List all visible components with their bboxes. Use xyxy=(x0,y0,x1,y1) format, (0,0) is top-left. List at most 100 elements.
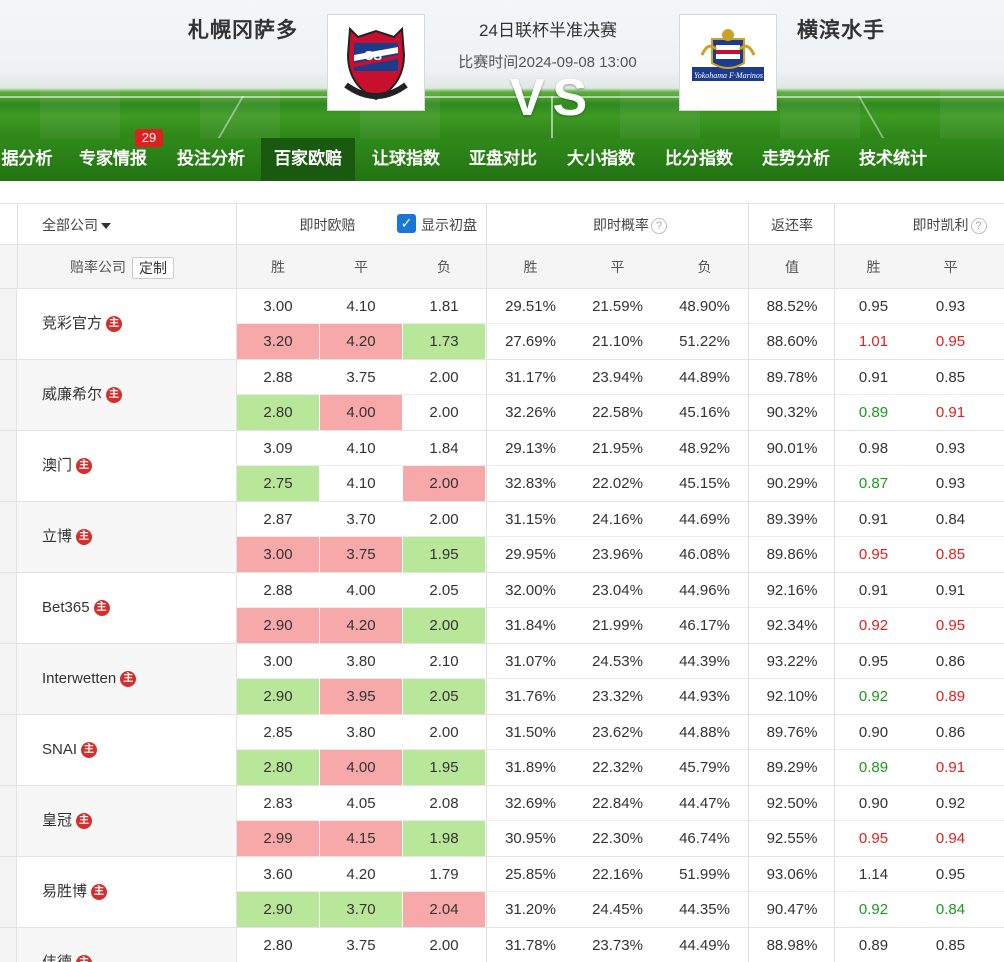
company-row: 皇冠主 2.83 4.05 2.08 32.69% 22.84% 44.47% 92.50% 0… xyxy=(0,786,1004,857)
odds-cell-d: 4.05 xyxy=(346,795,376,812)
company-name[interactable]: Bet365 主 xyxy=(42,573,110,643)
odds-cell-r: 90.29% xyxy=(766,475,818,492)
odds-cell-r: 89.39% xyxy=(766,511,818,528)
company-filter-dropdown[interactable]: 全部公司 xyxy=(42,204,111,246)
odds-cell-pw: 31.17% xyxy=(505,369,556,386)
column-divider xyxy=(748,360,749,395)
odds-cell-pd: 22.02% xyxy=(592,475,643,492)
odds-cell-w: 3.20 xyxy=(237,324,319,359)
company-name[interactable]: 易胜博主 xyxy=(42,857,108,927)
nav-item-asian-compare[interactable]: 亚盘对比 xyxy=(469,149,537,168)
odds-cell-kd: 0.93 xyxy=(935,298,966,315)
odds-cell-kd: 0.91 xyxy=(935,759,966,776)
column-divider xyxy=(748,750,749,785)
odds-cell-r: 92.50% xyxy=(766,795,818,812)
company-row: 竞彩官方主 3.00 4.10 1.81 29.51% 21.59% 48.90% 88.52… xyxy=(0,289,1004,360)
kelly-label: 即时凯利 xyxy=(912,217,969,233)
help-icon[interactable]: ? xyxy=(970,218,987,235)
odds-cell-kw: 0.98 xyxy=(858,440,889,457)
show-initial-checkbox[interactable]: ✓ xyxy=(397,214,416,233)
company-name[interactable]: Interwetten 主 xyxy=(42,644,137,714)
odds-cell-pw: 25.85% xyxy=(505,866,556,883)
nav-item-european-odds[interactable]: 百家欧赔 xyxy=(261,138,355,181)
odds-cell-w: 3.09 xyxy=(263,440,293,457)
odds-cell-kw: 0.91 xyxy=(858,511,889,528)
initial-odds-line: 2.90 3.95 2.05 31.76% 23.32% 44.93% 92.10% 0.92… xyxy=(237,679,1004,714)
column-divider xyxy=(748,204,749,246)
live-odds-line: 2.88 3.75 2.00 31.17% 23.94% 44.89% 89.78% 0.91… xyxy=(237,360,1004,395)
nav-item-handicap-index[interactable]: 让球指数 xyxy=(372,149,440,168)
column-divider xyxy=(748,786,749,821)
odds-cell-kd: 0.89 xyxy=(935,688,966,705)
odds-cell-kw: 0.87 xyxy=(858,475,889,492)
odds-cell-w: 2.85 xyxy=(263,724,293,741)
column-divider xyxy=(834,502,835,537)
initial-odds-line: 2.99 4.15 1.98 30.95% 22.30% 46.74% 92.55% 0.95… xyxy=(237,821,1004,856)
company-name[interactable]: 威廉希尔主 xyxy=(42,360,123,430)
initial-odds-line: 3.20 4.20 1.73 27.69% 21.10% 51.22% 88.60% 1.01… xyxy=(237,324,1004,359)
column-divider xyxy=(834,204,835,246)
column-divider xyxy=(834,537,835,572)
column-divider xyxy=(486,502,487,537)
odds-cell-pd: 23.32% xyxy=(592,688,643,705)
company-row: 澳门主 3.09 4.10 1.84 29.13% 21.95% 48.92% 90.01% 0… xyxy=(0,431,1004,502)
customize-button[interactable]: 定制 xyxy=(132,257,174,280)
nav-item-tech-stats[interactable]: 技术统计 xyxy=(859,149,927,168)
help-icon[interactable]: ? xyxy=(651,218,667,235)
company-cell: 澳门主 xyxy=(17,431,237,501)
match-time: 比赛时间2024-09-08 13:00 xyxy=(458,54,637,71)
odds-cell-r: 92.34% xyxy=(766,617,818,634)
odds-cell-pw: 32.69% xyxy=(505,795,556,812)
odds-cell-w: 2.80 xyxy=(263,937,293,954)
odds-cell-l: 2.08 xyxy=(429,795,459,812)
company-name[interactable]: 皇冠主 xyxy=(42,786,93,856)
odds-cell-kd: 0.92 xyxy=(935,795,966,812)
nav-item-score-index[interactable]: 比分指数 xyxy=(665,149,733,168)
odds-cell-w: 2.90 xyxy=(237,608,319,643)
nav-item-data-analysis[interactable]: 据分析 xyxy=(1,149,53,168)
company-name-label: Bet365 xyxy=(42,599,90,616)
live-odds-line: 2.87 3.70 2.00 31.15% 24.16% 44.69% 89.39% 0.91… xyxy=(237,502,1004,537)
company-name[interactable]: SNAI 主 xyxy=(42,715,98,785)
column-divider xyxy=(17,204,18,246)
company-name[interactable]: 竞彩官方主 xyxy=(42,289,123,359)
company-name-label: Interwetten xyxy=(42,670,117,687)
live-prob-label: 即时概率 xyxy=(593,217,649,233)
prob-draw-header: 平 xyxy=(610,259,625,275)
odds-cell-kd: 0.84 xyxy=(935,901,966,918)
odds-cell-d: 4.10 xyxy=(346,298,376,315)
odds-cell-pd: 23.04% xyxy=(592,582,643,599)
odds-cell-pw: 31.89% xyxy=(505,759,556,776)
company-name[interactable]: 伟德主 xyxy=(42,928,93,962)
nav-item-over-under[interactable]: 大小指数 xyxy=(567,149,635,168)
odds-cell-kd: 0.85 xyxy=(935,937,966,954)
home-team-logo[interactable]: CS xyxy=(327,14,425,111)
odds-cell-pl: 46.17% xyxy=(679,617,730,634)
company-name-label: 易胜博 xyxy=(42,883,88,900)
odds-cell-kd: 0.85 xyxy=(935,546,966,563)
company-name[interactable]: 立博主 xyxy=(42,502,93,572)
return-value-header: 值 xyxy=(785,259,799,275)
row-gutter xyxy=(0,857,17,927)
home-team-name[interactable]: 札幌冈萨多 xyxy=(188,19,298,42)
kelly-heading: 即时凯利? xyxy=(895,204,1004,246)
host-badge-icon: 主 xyxy=(76,813,93,830)
nav-item-betting-analysis[interactable]: 投注分析 xyxy=(177,149,245,168)
column-divider xyxy=(748,679,749,714)
live-prob-heading: 即时概率? xyxy=(560,204,700,246)
nav-item-expert-info[interactable]: 专家情报 xyxy=(79,149,147,168)
nav-item-trend-analysis[interactable]: 走势分析 xyxy=(762,149,830,168)
column-divider xyxy=(486,245,487,289)
company-name[interactable]: 澳门主 xyxy=(42,431,93,501)
row-gutter xyxy=(0,928,17,962)
column-divider xyxy=(834,431,835,466)
column-divider xyxy=(834,466,835,501)
column-divider xyxy=(748,715,749,750)
live-odds-line: 3.00 3.80 2.10 31.07% 24.53% 44.39% 93.22% 0.95… xyxy=(237,644,1004,679)
away-team-name[interactable]: 横滨水手 xyxy=(797,19,885,42)
odds-cell-pl: 44.49% xyxy=(679,937,730,954)
away-team-logo[interactable]: Yokohama F·Marinos xyxy=(679,14,777,111)
odds-cell-d: 4.10 xyxy=(346,475,376,492)
odds-cell-l: 2.05 xyxy=(429,582,459,599)
show-initial-label[interactable]: 显示初盘 xyxy=(421,217,477,233)
